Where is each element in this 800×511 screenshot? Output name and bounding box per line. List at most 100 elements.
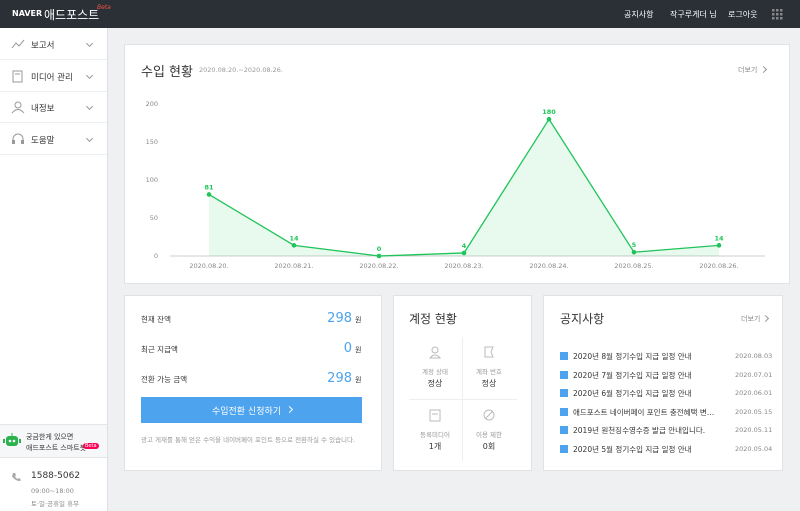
point — [206, 192, 212, 197]
account-title: 계정 현황 — [409, 312, 457, 326]
beta-badge: Beta — [97, 4, 111, 11]
revenue-more[interactable]: 더보기 — [738, 66, 758, 74]
y-tick-label: 0 — [154, 252, 158, 260]
account-icon — [429, 346, 441, 359]
line — [208, 117, 720, 257]
menu-icon — [12, 70, 23, 82]
apps-icon[interactable] — [772, 9, 783, 20]
y-tick-label: 100 — [146, 176, 158, 184]
menu-label[interactable]: 보고서 — [31, 41, 55, 51]
notice-icon — [560, 426, 568, 434]
notice-card — [543, 295, 783, 471]
notice-date: 2020.08.03 — [735, 352, 773, 360]
notice-icon — [560, 389, 568, 397]
x-tick-label: 2020.08.22. — [359, 262, 398, 270]
account-label: 계정 상태 — [422, 368, 448, 376]
menu-item[interactable] — [0, 92, 107, 123]
menu-icon — [12, 133, 24, 144]
data-label: 14 — [714, 234, 724, 242]
closed-days: 토·일·공휴일 휴무 — [31, 500, 80, 508]
account-value: 0회 — [482, 442, 496, 451]
notice-date: 2020.05.04 — [735, 444, 773, 453]
notice-text[interactable]: 2020년 5월 정기수입 지급 일정 안내 — [573, 444, 692, 454]
point — [546, 116, 552, 122]
bot-line2[interactable]: 애드포스트 스마트봇 — [26, 444, 87, 452]
notice-text[interactable]: 2020년 6월 정기수입 지급 일정 안내 — [573, 389, 692, 398]
menu-icon — [11, 101, 25, 114]
menu-item[interactable] — [0, 29, 107, 60]
notice-icon — [560, 444, 568, 453]
notice-text[interactable]: 애드포스트 네이버페이 포인트 충전혜택 변… — [573, 407, 715, 417]
phone: 1588-5062 — [31, 471, 81, 481]
y-tick-label: 150 — [146, 138, 158, 146]
data-label: 180 — [542, 108, 556, 116]
balance-amount: 298 — [327, 311, 352, 326]
x-tick-label: 2020.08.23. — [444, 262, 483, 270]
convert-button-label[interactable]: 수입전환 신청하기 — [211, 407, 282, 417]
notice-text[interactable]: 2020년 7월 정기수입 지급 일정 안내 — [573, 370, 692, 380]
point — [716, 243, 722, 248]
user-link[interactable]: 작구루게더 님 — [670, 10, 717, 19]
notice-text[interactable]: 2019년 원천징수영수증 발급 안내입니다. — [573, 426, 706, 435]
balance-amount: 0 — [343, 341, 352, 356]
menu-item[interactable] — [0, 124, 107, 155]
revenue-period: 2020.08.20.~2020.08.26. — [199, 66, 284, 74]
notice-date: 2020.05.11 — [735, 426, 773, 434]
notice-date: 2020.07.01 — [735, 370, 773, 379]
revenue-card — [124, 44, 790, 284]
account-label: 계좌 번호 — [476, 368, 502, 376]
point — [631, 249, 637, 255]
notice-link[interactable]: 공지사항 — [624, 10, 654, 19]
balance-label: 최근 지급액 — [141, 345, 178, 354]
notice-title: 공지사항 — [560, 312, 605, 326]
balance-unit: 원 — [355, 316, 362, 324]
area — [209, 119, 719, 256]
menu-label[interactable]: 도움말 — [31, 135, 55, 146]
point — [376, 253, 382, 259]
data-label: 0 — [377, 245, 382, 253]
y-tick-label: 50 — [150, 214, 158, 222]
account-label: 이용 제한 — [476, 431, 502, 439]
x-tick-label: 2020.08.26. — [699, 262, 738, 270]
logo[interactable]: NAVER — [12, 9, 43, 18]
phone-icon — [12, 473, 21, 482]
x-tick-label: 2020.08.21. — [274, 262, 313, 270]
logout-link[interactable]: 로그아웃 — [728, 10, 758, 19]
x-tick-label: 2020.08.25. — [614, 262, 653, 270]
notice-more[interactable]: 더보기 — [741, 315, 761, 323]
top-bar — [0, 0, 800, 28]
bot-line1: 궁금한게 있으면 — [26, 433, 74, 441]
balance-amount: 298 — [327, 371, 352, 386]
notice-date: 2020.05.15 — [735, 407, 773, 416]
x-tick-label: 2020.08.20. — [189, 262, 228, 270]
notice-icon — [560, 370, 568, 379]
menu-label[interactable]: 미디어 관리 — [31, 72, 73, 83]
account-icon — [484, 346, 494, 358]
point — [461, 250, 467, 256]
x-tick-label: 2020.08.24. — [529, 262, 568, 270]
y-tick-label: 200 — [146, 100, 158, 108]
data-label: 5 — [632, 241, 637, 249]
balance-unit: 원 — [355, 376, 362, 384]
point — [291, 243, 297, 248]
account-value: 정상 — [481, 379, 497, 388]
balance-card — [124, 295, 382, 471]
data-label: 81 — [204, 183, 214, 191]
account-label: 등록미디어 — [420, 431, 450, 439]
menu-label[interactable]: 내정보 — [31, 104, 55, 114]
account-icon — [483, 409, 495, 421]
service-name[interactable]: 애드포스트 — [44, 8, 100, 22]
hours: 09:00~18:00 — [31, 487, 74, 495]
notice-icon — [560, 352, 568, 360]
data-label: 14 — [289, 234, 299, 242]
balance-note: 광고 게재를 통해 얻은 수익을 네이버페이 포인트 등으로 전환하실 수 있습… — [141, 436, 356, 444]
account-value: 1개 — [428, 442, 442, 451]
menu-item[interactable] — [0, 61, 107, 92]
balance-label: 전환 가능 금액 — [141, 375, 188, 384]
convert-button[interactable] — [141, 397, 362, 423]
menu-icon — [11, 39, 25, 49]
data-label: 4 — [462, 242, 467, 250]
notice-text[interactable]: 2020년 8월 정기수입 지급 일정 안내 — [573, 352, 692, 361]
